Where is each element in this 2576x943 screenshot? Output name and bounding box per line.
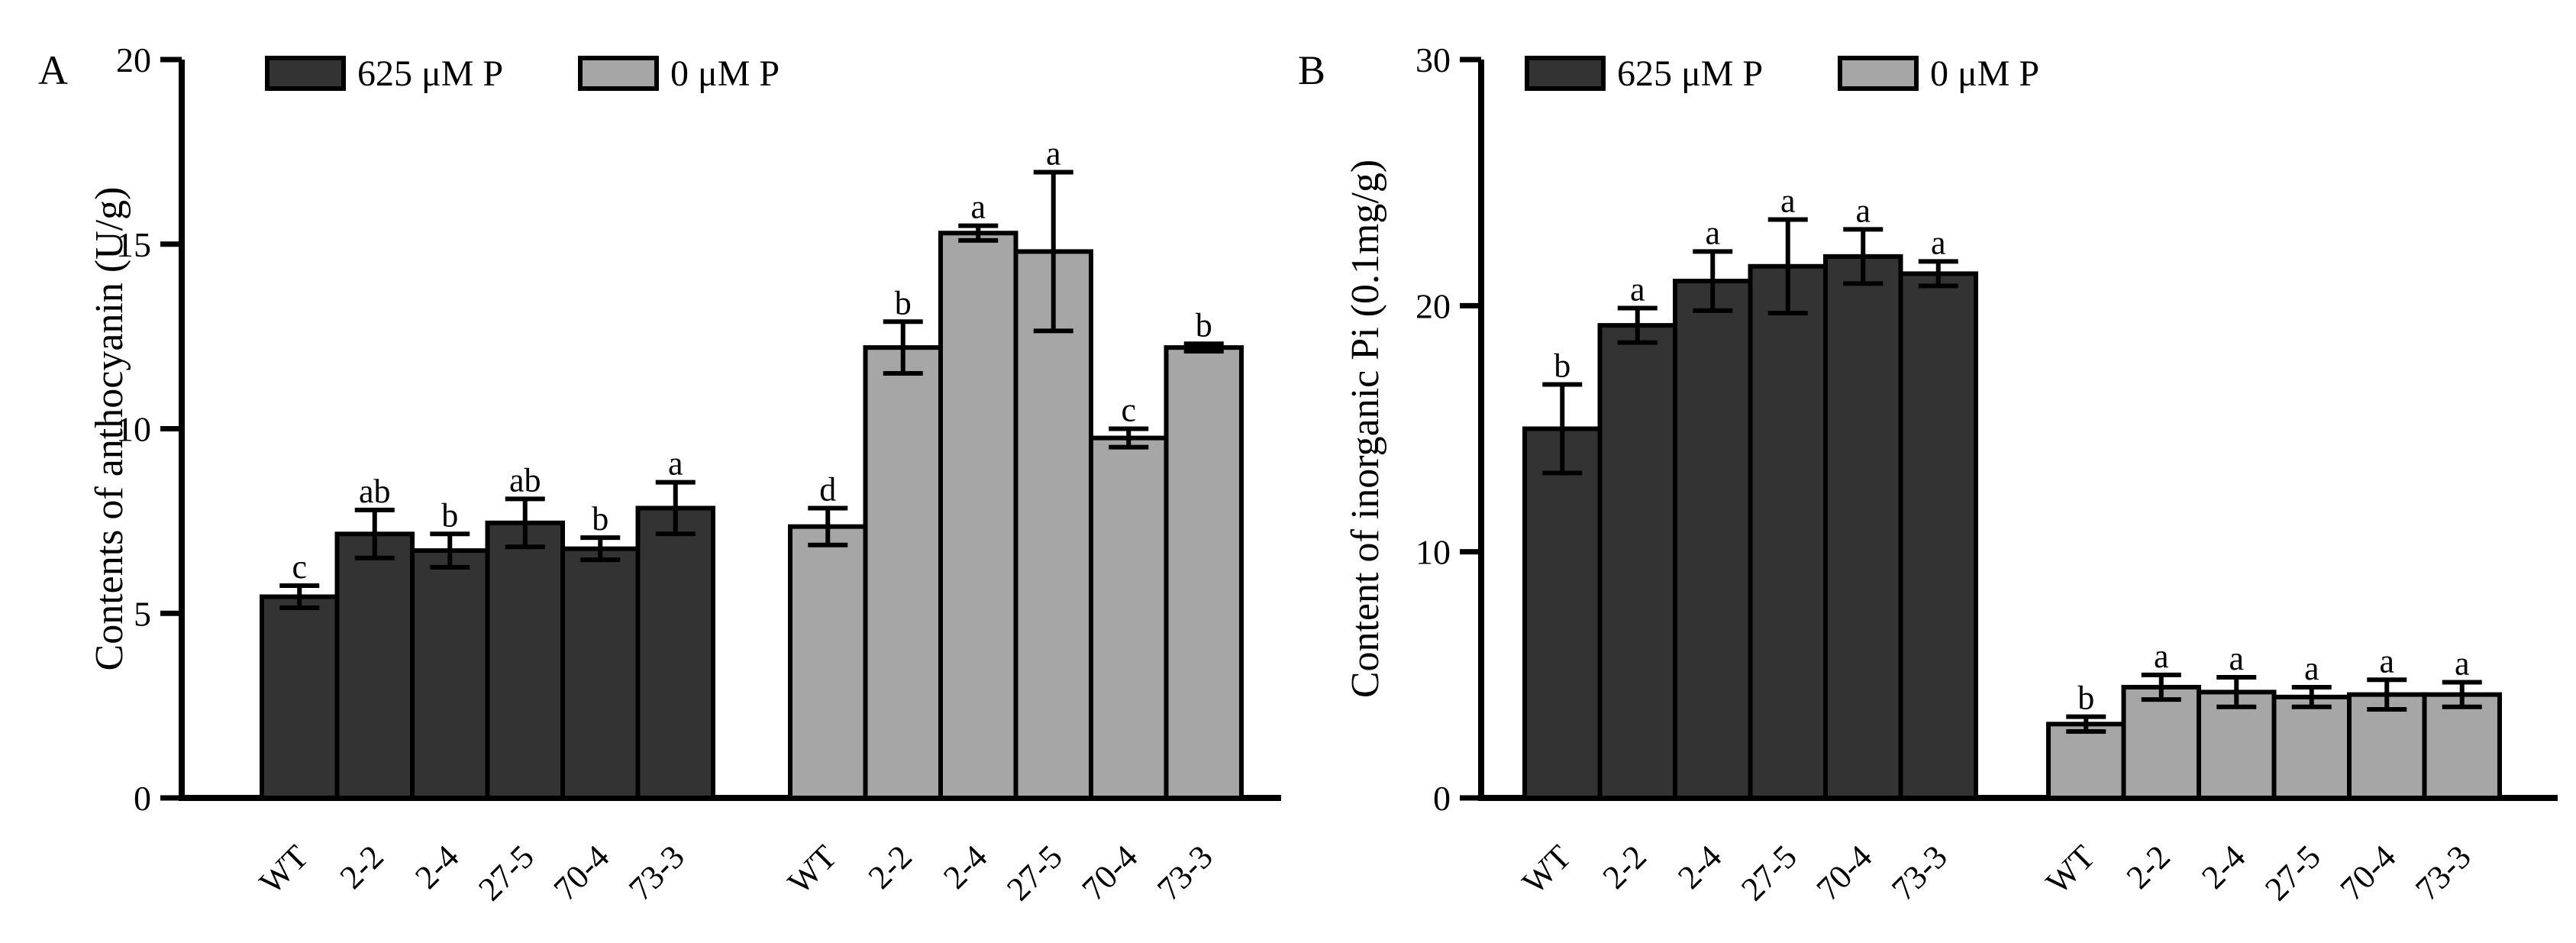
significance-label: a [1931,224,1946,261]
x-tick-label: 73-3 [1150,838,1220,908]
x-tick-label: 2-2 [2119,838,2177,896]
y-tick-label: 0 [1433,779,1451,818]
significance-label: a [2229,640,2244,677]
y-tick-label: 10 [1416,533,1451,572]
significance-label: b [441,496,458,534]
x-tick-label: WT [780,838,844,901]
bar [2046,722,2126,800]
y-tick-label: 15 [116,225,151,264]
significance-label: b [2077,680,2094,717]
legend-swatch [1838,56,1919,91]
bar [560,546,641,800]
x-tick-label: 70-4 [1075,838,1145,908]
x-tick-label: 27-5 [2258,838,2328,908]
bar [1898,271,1978,800]
bar [1823,254,1903,801]
x-tick-label: 2-2 [861,838,919,896]
y-tick-label: 20 [1416,286,1451,325]
significance-label: d [819,470,836,508]
significance-label: a [970,189,986,226]
legend-swatch [578,56,659,91]
x-tick-label: 27-5 [999,838,1070,908]
bar [1522,426,1603,800]
significance-label: a [668,445,683,483]
bar [1748,263,1828,800]
panel-label: A [38,47,68,93]
x-tick-label: 27-5 [1734,838,1804,908]
significance-label: a [1046,134,1061,172]
significance-label: a [2379,642,2394,680]
bar [485,520,565,800]
x-tick-label: 73-3 [621,838,692,908]
x-tick-label: 2-4 [408,838,466,896]
significance-label: ab [359,473,391,510]
significance-label: b [1554,347,1570,384]
significance-label: c [1121,392,1136,429]
bar [334,531,415,800]
bar [1673,279,1753,801]
x-tick-label: 2-4 [936,838,994,896]
significance-label: a [1855,192,1871,229]
significance-label: a [1705,214,1720,251]
legend-label: 0 μM P [670,53,780,94]
significance-label: a [1630,271,1645,308]
x-tick-label: 2-4 [1671,838,1729,896]
significance-label: ab [509,461,541,499]
x-tick-label: 70-4 [547,838,617,908]
bar [863,345,943,800]
bar [1164,345,1244,800]
legend-swatch [265,56,346,91]
legend-label: 625 μM P [357,53,503,94]
x-tick-label: WT [252,838,315,901]
y-tick-label: 30 [1416,40,1451,79]
x-tick-label: 73-3 [2408,838,2478,908]
significance-label: b [592,500,608,538]
legend-swatch [1525,56,1606,91]
legend-label: 625 μM P [1617,53,1763,94]
bar [2422,692,2502,800]
panel-label: B [1298,47,1325,93]
significance-label: a [2304,650,2319,687]
bar [1013,249,1093,801]
x-tick-label: 2-4 [2194,838,2252,896]
legend-label: 0 μM P [1930,53,2039,94]
bar [938,231,1018,800]
bar [1089,435,1169,801]
x-tick-label: 73-3 [1884,838,1955,908]
significance-label: c [292,548,307,586]
x-tick-label: 70-4 [2333,838,2403,908]
y-tick-label: 10 [116,410,151,449]
y-tick-label: 0 [134,779,151,818]
y-axis-title: Contents of anthocyanin (U/g) [88,187,131,671]
significance-label: a [2455,645,2470,683]
x-tick-label: 27-5 [471,838,541,908]
x-tick-label: 2-2 [333,838,391,896]
significance-label: a [1780,182,1796,220]
significance-label: b [1196,306,1212,344]
bar [635,505,715,800]
x-tick-label: WT [1515,838,1578,901]
bar [260,594,340,800]
bar [2121,684,2201,801]
bar [788,524,868,800]
significance-label: b [895,284,912,321]
significance-label: a [2154,638,2169,675]
bar [1597,323,1677,800]
y-tick-label: 5 [134,594,151,633]
bar [410,548,490,800]
bar [2197,689,2277,800]
y-tick-label: 20 [116,40,151,79]
x-tick-label: WT [2039,838,2102,901]
x-tick-label: 70-4 [1809,838,1880,908]
y-axis-title: Content of inorganic Pi (0.1mg/g) [1344,160,1387,698]
bar [2271,694,2352,800]
x-tick-label: 2-2 [1596,838,1654,896]
